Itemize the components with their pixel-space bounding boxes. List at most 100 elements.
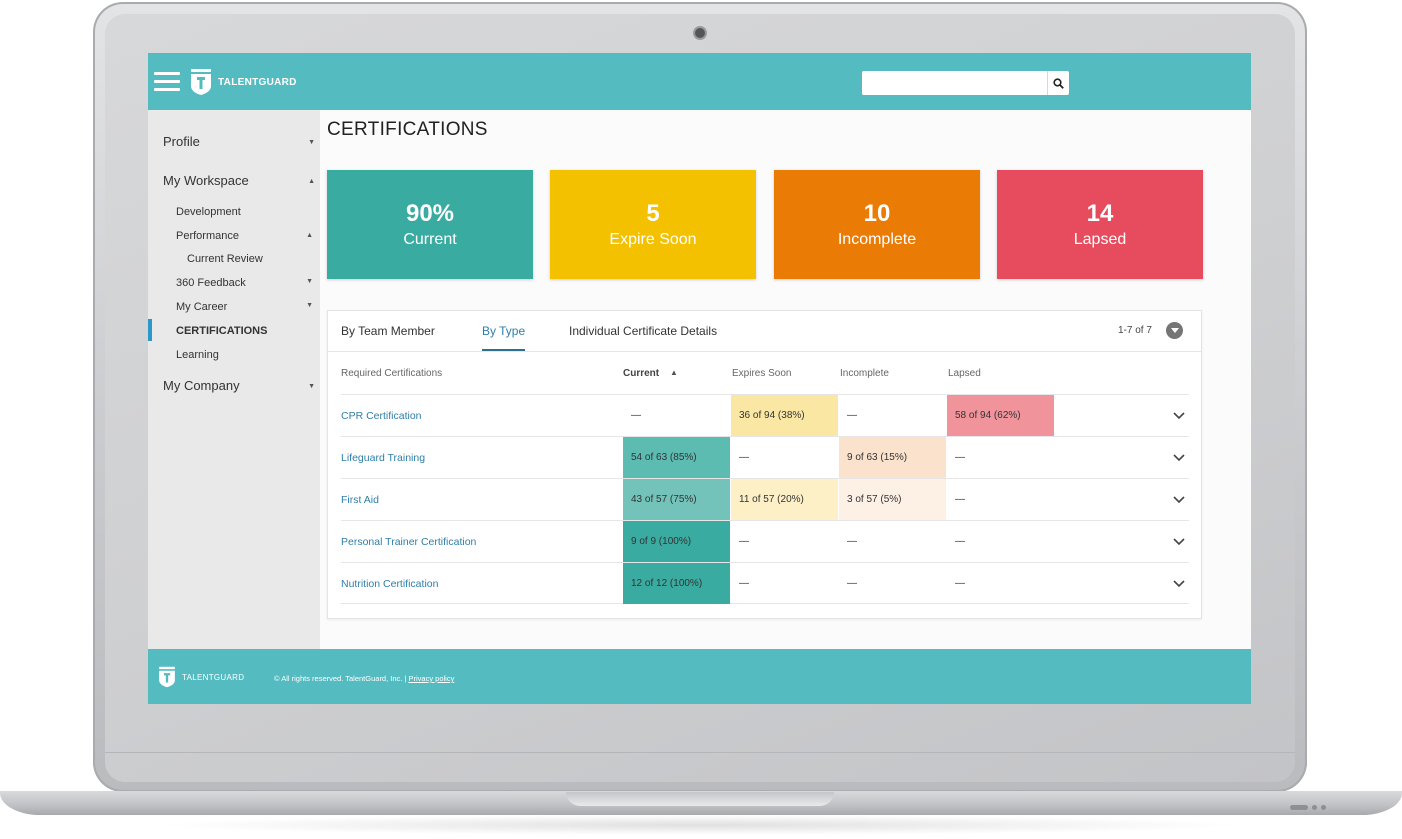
caret-up-icon: ▲ xyxy=(306,232,313,239)
brand-name: TALENTGUARD xyxy=(218,76,297,88)
table-row[interactable]: Personal Trainer Certification 9 of 9 (1… xyxy=(341,520,1189,562)
caret-down-icon: ▼ xyxy=(306,302,313,309)
sidebar-item-label: 360 Feedback xyxy=(176,277,246,289)
stat-label: Current xyxy=(403,231,457,248)
page-title: CERTIFICATIONS xyxy=(327,119,488,140)
table-row[interactable]: CPR Certification — 36 of 94 (38%) — 58 … xyxy=(341,394,1189,436)
footer: TALENTGUARD © All rights reserved. Talen… xyxy=(148,649,1251,704)
app-screen: TALENTGUARD Profile ▼ My Workspace ▲ Dev… xyxy=(148,53,1251,704)
certification-name-link[interactable]: Nutrition Certification xyxy=(341,578,439,590)
laptop-indicator-lights xyxy=(1290,797,1340,810)
footer-brand-name: TALENTGUARD xyxy=(182,672,245,682)
caret-down-icon: ▼ xyxy=(306,278,313,285)
hamburger-menu-icon[interactable] xyxy=(154,72,180,92)
sidebar-item-performance[interactable]: Performance ▲ xyxy=(176,230,313,242)
column-header-lapsed[interactable]: Lapsed xyxy=(948,368,981,379)
main-content: CERTIFICATIONS 90% Current 5 Expire Soon… xyxy=(320,110,1251,649)
search-button[interactable] xyxy=(1047,71,1069,95)
privacy-policy-link[interactable]: Privacy policy xyxy=(408,674,455,683)
chevron-down-icon[interactable] xyxy=(1171,491,1187,507)
shield-logo-icon xyxy=(159,666,175,688)
tab-by-type[interactable]: By Type xyxy=(482,324,526,351)
sort-ascending-icon[interactable]: ▲ xyxy=(670,368,678,377)
stat-card-incomplete[interactable]: 10 Incomplete xyxy=(774,170,980,279)
active-indicator xyxy=(148,319,152,341)
column-header-expires-soon[interactable]: Expires Soon xyxy=(732,368,792,379)
sidebar-item-certifications[interactable]: CERTIFICATIONS xyxy=(176,325,268,337)
cell-lapsed: — xyxy=(955,494,965,505)
sidebar-item-label: My Company xyxy=(163,378,240,393)
cell-expires-soon: 11 of 57 (20%) xyxy=(731,479,838,520)
camera-icon xyxy=(695,28,705,38)
stat-value: 90% xyxy=(405,200,455,227)
search-icon xyxy=(1053,77,1064,89)
cell-incomplete: — xyxy=(847,536,857,547)
column-header-incomplete[interactable]: Incomplete xyxy=(840,368,889,379)
cell-expires-soon: — xyxy=(739,536,749,547)
stat-card-expire-soon[interactable]: 5 Expire Soon xyxy=(550,170,756,279)
certification-name-link[interactable]: First Aid xyxy=(341,494,379,506)
sidebar-item-current-review[interactable]: Current Review xyxy=(187,253,263,265)
table-row[interactable]: First Aid 43 of 57 (75%) 11 of 57 (20%) … xyxy=(341,478,1189,520)
stat-card-current[interactable]: 90% Current xyxy=(327,170,533,279)
pagination-count: 1-7 of 7 xyxy=(1118,325,1152,336)
cell-expires-soon: — xyxy=(739,578,749,589)
table-row[interactable]: Nutrition Certification 12 of 12 (100%) … xyxy=(341,562,1189,604)
cell-incomplete: — xyxy=(847,410,857,421)
sidebar-item-360-feedback[interactable]: 360 Feedback ▼ xyxy=(176,277,313,289)
search-box xyxy=(862,71,1069,95)
column-header-required-certifications: Required Certifications xyxy=(341,368,443,379)
stat-label: Incomplete xyxy=(837,231,917,248)
column-header-current[interactable]: Current xyxy=(623,368,660,379)
cell-lapsed: — xyxy=(955,452,965,463)
pagination-dropdown-button[interactable] xyxy=(1166,322,1183,339)
shield-logo-icon xyxy=(191,69,211,95)
brand-logo[interactable]: TALENTGUARD xyxy=(190,68,297,96)
sidebar-item-my-career[interactable]: My Career ▼ xyxy=(176,301,313,313)
cell-current: 54 of 63 (85%) xyxy=(623,437,730,478)
cell-lapsed: 58 of 94 (62%) xyxy=(947,395,1054,436)
chevron-down-icon[interactable] xyxy=(1171,407,1187,423)
sidebar-item-my-company[interactable]: My Company ▼ xyxy=(163,378,315,393)
cell-current: 12 of 12 (100%) xyxy=(623,563,730,604)
cell-lapsed: — xyxy=(955,578,965,589)
cell-expires-soon: 36 of 94 (38%) xyxy=(731,395,838,436)
chevron-down-icon[interactable] xyxy=(1171,449,1187,465)
stat-label: Expire Soon xyxy=(609,231,697,248)
certifications-panel: By Team Member By Type Individual Certif… xyxy=(327,310,1202,619)
chevron-down-icon[interactable] xyxy=(1171,533,1187,549)
caret-down-icon: ▼ xyxy=(308,139,315,146)
search-input[interactable] xyxy=(862,71,1047,95)
cell-current: 43 of 57 (75%) xyxy=(623,479,730,520)
sidebar-item-label: Performance xyxy=(176,230,239,242)
sidebar-item-label: Profile xyxy=(163,134,200,149)
sidebar: Profile ▼ My Workspace ▲ Development Per… xyxy=(148,110,320,649)
cell-current: — xyxy=(631,410,641,421)
certification-name-link[interactable]: CPR Certification xyxy=(341,410,422,422)
copyright-text: © All rights reserved. TalentGuard, Inc.… xyxy=(274,674,409,683)
certification-name-link[interactable]: Lifeguard Training xyxy=(341,452,426,464)
stat-value: 14 xyxy=(1086,200,1114,227)
tab-individual-certificate-details[interactable]: Individual Certificate Details xyxy=(569,324,718,338)
sidebar-item-label: My Career xyxy=(176,301,228,313)
laptop-shadow xyxy=(150,815,1250,835)
chevron-down-icon[interactable] xyxy=(1171,575,1187,591)
table-row[interactable]: Lifeguard Training 54 of 63 (85%) — 9 of… xyxy=(341,436,1189,478)
sidebar-item-learning[interactable]: Learning xyxy=(176,349,219,361)
bezel-divider xyxy=(105,752,1295,753)
stat-value: 10 xyxy=(863,200,891,227)
footer-logo[interactable]: TALENTGUARD xyxy=(158,666,244,688)
tab-by-team-member[interactable]: By Team Member xyxy=(341,324,435,338)
cell-incomplete: 3 of 57 (5%) xyxy=(839,479,946,520)
sidebar-item-my-workspace[interactable]: My Workspace ▲ xyxy=(163,173,315,188)
laptop-notch xyxy=(566,792,834,806)
top-bar: TALENTGUARD xyxy=(148,53,1251,110)
sidebar-item-development[interactable]: Development xyxy=(176,206,241,218)
certification-name-link[interactable]: Personal Trainer Certification xyxy=(341,536,477,548)
sidebar-item-label: My Workspace xyxy=(163,173,249,188)
sidebar-item-profile[interactable]: Profile ▼ xyxy=(163,134,315,149)
stat-card-lapsed[interactable]: 14 Lapsed xyxy=(997,170,1203,279)
cell-current: 9 of 9 (100%) xyxy=(623,521,730,562)
footer-copyright: © All rights reserved. TalentGuard, Inc.… xyxy=(274,674,454,683)
caret-up-icon: ▲ xyxy=(308,178,315,185)
